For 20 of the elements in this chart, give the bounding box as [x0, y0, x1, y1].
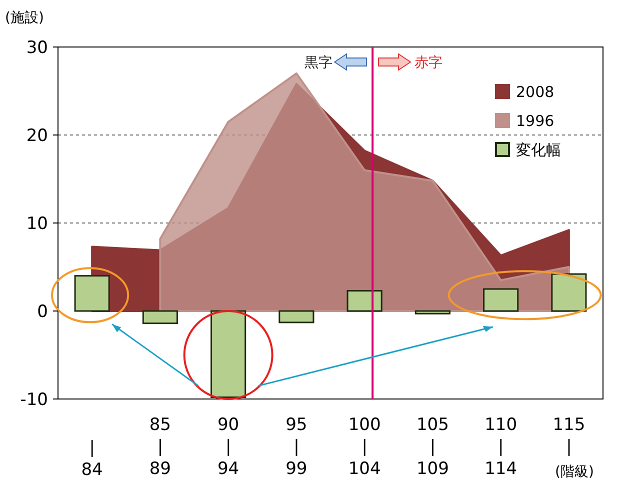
x-axis-title: (階級) [555, 464, 594, 480]
x-tick-label: | 84 [81, 438, 103, 480]
y-tick-label: 10 [26, 214, 48, 234]
annotation: 赤字 [414, 55, 443, 71]
legend-label: 1996 [516, 112, 554, 130]
x-tick-label: 85 | 89 [149, 415, 172, 479]
x-tick-label: 105 | 109 [416, 415, 449, 479]
annotation: 黒字 [304, 55, 333, 71]
y-tick-label: 30 [26, 38, 48, 58]
x-tick-label: 110 | 114 [484, 415, 518, 479]
x-tick-label: 95 | 99 [286, 415, 308, 479]
x-tick-label: 90 | 94 [217, 415, 240, 479]
y-tick-label: -10 [20, 390, 48, 410]
legend-label: 2008 [516, 83, 554, 101]
y-tick-label: 0 [37, 302, 48, 322]
legend-label: 変化幅 [516, 141, 561, 159]
x-tick-label: 115 | [552, 415, 586, 457]
x-tick-label: 100 | 104 [348, 415, 381, 479]
y-axis-title: (施設) [5, 10, 44, 26]
y-tick-label: 20 [26, 126, 48, 146]
